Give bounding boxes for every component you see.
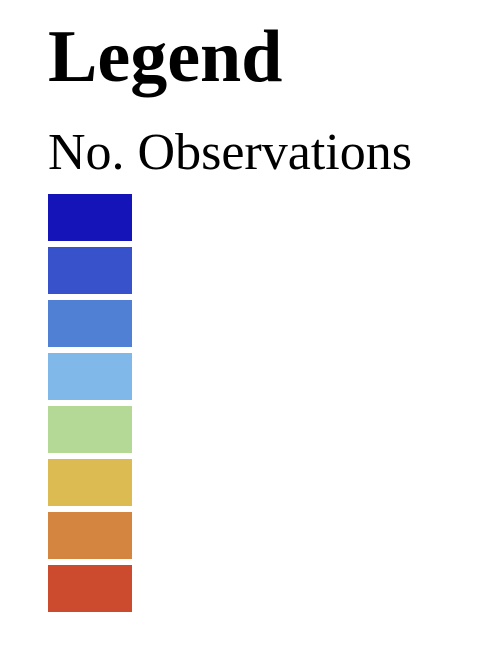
legend-swatch-list bbox=[48, 194, 132, 612]
legend-title: Legend bbox=[48, 16, 283, 98]
legend-swatch-4 bbox=[48, 353, 132, 400]
legend-swatch-2 bbox=[48, 247, 132, 294]
legend-swatch-5 bbox=[48, 406, 132, 453]
legend-swatch-6 bbox=[48, 459, 132, 506]
legend-subtitle: No. Observations bbox=[48, 124, 412, 181]
legend-swatch-8 bbox=[48, 565, 132, 612]
legend-swatch-3 bbox=[48, 300, 132, 347]
legend-swatch-1 bbox=[48, 194, 132, 241]
legend-swatch-7 bbox=[48, 512, 132, 559]
